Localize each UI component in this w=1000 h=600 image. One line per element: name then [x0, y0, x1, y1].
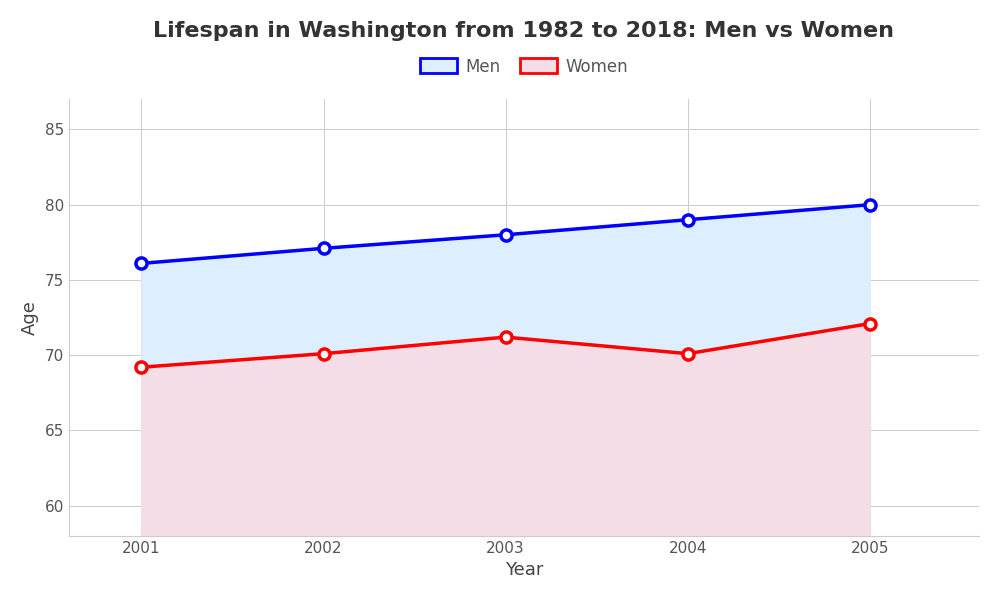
Legend: Men, Women: Men, Women: [413, 51, 634, 82]
Title: Lifespan in Washington from 1982 to 2018: Men vs Women: Lifespan in Washington from 1982 to 2018…: [153, 21, 894, 41]
Y-axis label: Age: Age: [21, 300, 39, 335]
X-axis label: Year: Year: [505, 561, 543, 579]
